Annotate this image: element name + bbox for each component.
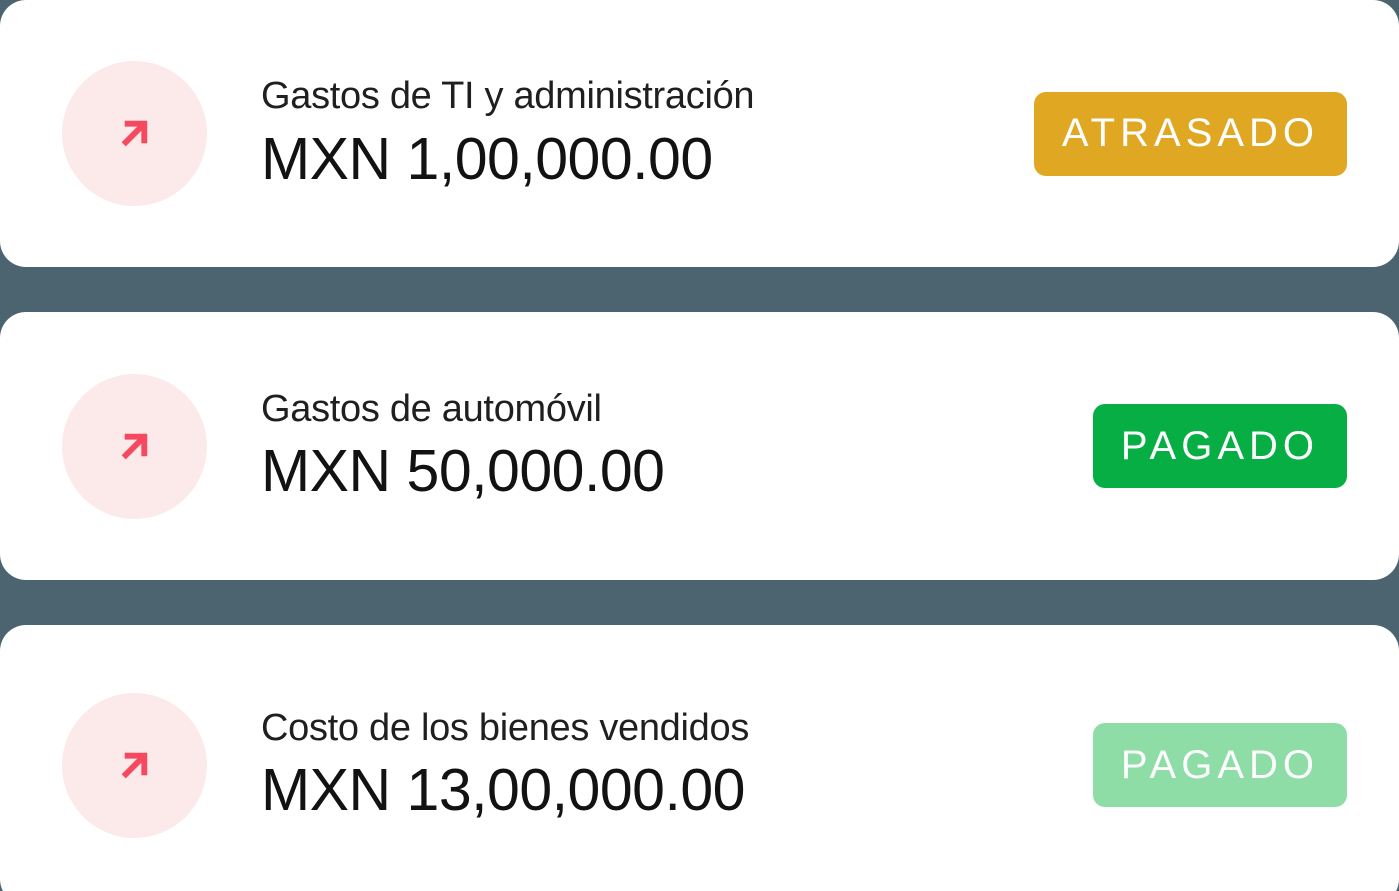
expense-card[interactable]: Gastos de TI y administración MXN 1,00,0… — [0, 0, 1399, 267]
expense-card[interactable]: Costo de los bienes vendidos MXN 13,00,0… — [0, 625, 1399, 891]
expense-amount: MXN 1,00,000.00 — [261, 125, 713, 192]
status-badge: ATRASADO — [1033, 91, 1347, 176]
status-badge: PAGADO — [1092, 404, 1347, 488]
status-badge: PAGADO — [1092, 723, 1347, 807]
expense-icon-circle — [62, 692, 207, 838]
arrow-up-right-icon — [121, 752, 148, 778]
expense-card[interactable]: Gastos de automóvil MXN 50,000.00 PAGADO — [0, 312, 1399, 580]
expense-category-label: Gastos de automóvil — [261, 387, 602, 430]
expense-info: Gastos de automóvil MXN 50,000.00 — [261, 387, 665, 505]
expense-info: Costo de los bienes vendidos MXN 13,00,0… — [261, 707, 749, 824]
expense-category-label: Costo de los bienes vendidos — [261, 706, 750, 749]
expense-icon-circle — [62, 373, 207, 519]
expense-amount: MXN 50,000.00 — [261, 438, 665, 505]
expense-amount: MXN 13,00,000.00 — [261, 757, 746, 824]
expense-info: Gastos de TI y administración MXN 1,00,0… — [261, 75, 755, 192]
expense-icon-circle — [62, 61, 207, 206]
arrow-up-right-icon — [121, 433, 148, 459]
expense-category-label: Gastos de TI y administración — [261, 75, 755, 118]
arrow-up-right-icon — [121, 120, 148, 147]
